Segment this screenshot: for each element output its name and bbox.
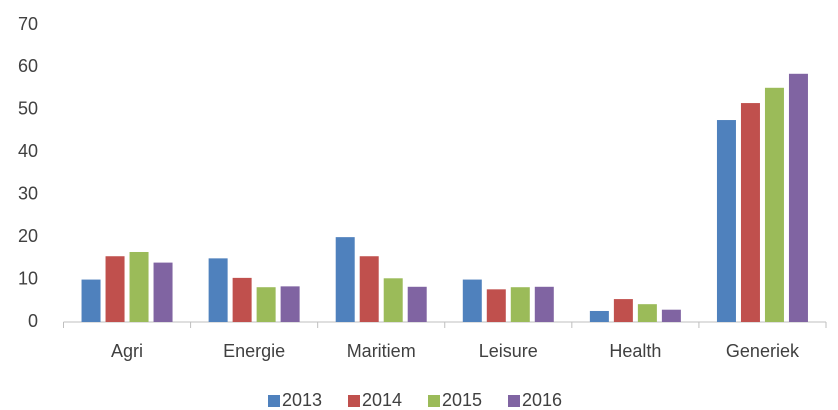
bar: [740, 103, 760, 322]
bar: [208, 258, 228, 322]
legend-swatch: [428, 395, 440, 407]
legend-label: 2015: [442, 390, 482, 410]
bar: [661, 309, 681, 322]
x-tick-label: Generiek: [726, 341, 800, 361]
x-tick-label: Leisure: [479, 341, 538, 361]
legend-label: 2014: [362, 390, 402, 410]
bar: [335, 237, 355, 322]
bar: [613, 299, 633, 322]
y-tick-label: 40: [18, 141, 38, 161]
x-tick-label: Maritiem: [347, 341, 416, 361]
bar: [383, 278, 403, 322]
bar: [407, 286, 427, 322]
x-tick-label: Health: [609, 341, 661, 361]
y-tick-label: 30: [18, 183, 38, 203]
y-tick-label: 60: [18, 56, 38, 76]
bar: [256, 287, 276, 322]
bar: [462, 279, 482, 322]
y-tick-label: 20: [18, 226, 38, 246]
bar: [153, 262, 173, 322]
bar: [129, 251, 149, 322]
bar: [81, 279, 101, 322]
x-tick-label: Energie: [223, 341, 285, 361]
y-tick-label: 10: [18, 268, 38, 288]
bar: [788, 73, 808, 323]
legend-swatch: [508, 395, 520, 407]
legend-swatch: [268, 395, 280, 407]
legend-label: 2016: [522, 390, 562, 410]
bar: [280, 286, 300, 322]
bar: [510, 287, 530, 322]
y-tick-label: 70: [18, 14, 38, 34]
bar: [232, 277, 252, 322]
legend-swatch: [348, 395, 360, 407]
bar: [534, 286, 554, 322]
y-tick-label: 0: [28, 311, 38, 331]
bar: [486, 289, 506, 322]
bar: [105, 256, 125, 322]
x-tick-label: Agri: [111, 341, 143, 361]
bar: [716, 120, 736, 322]
bar: [764, 87, 784, 323]
legend-label: 2013: [282, 390, 322, 410]
bar: [589, 310, 609, 322]
bar: [359, 256, 379, 322]
bar: [637, 304, 657, 322]
y-tick-label: 50: [18, 99, 38, 119]
